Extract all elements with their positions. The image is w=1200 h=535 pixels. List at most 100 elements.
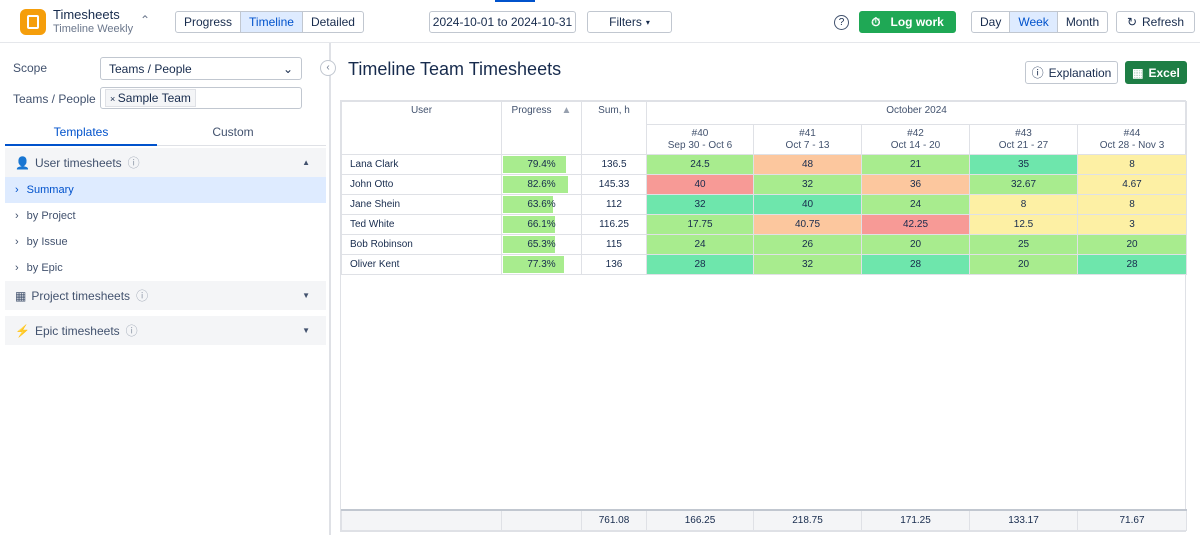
explanation-button[interactable]: ⓘ Explanation	[1025, 61, 1118, 84]
week-hours: 32.67	[969, 174, 1078, 195]
progress-cell: 66.1%	[501, 214, 582, 235]
week-hours: 28	[861, 254, 970, 275]
template-group[interactable]: ▦ Project timesheets ⓘ ▼	[5, 281, 326, 310]
totals-table: 761.08 166.25 218.75 171.25 133.17 71.67	[341, 509, 1187, 531]
user-name: Bob Robinson	[341, 234, 502, 255]
group-icon: 👤	[15, 155, 30, 170]
tab[interactable]: Custom	[212, 125, 254, 139]
period-option[interactable]: Week	[1010, 12, 1058, 32]
sort-icon: ▲	[561, 105, 572, 116]
user-row: John Otto 82.6% 145.33 40 32 36 32.67 4.67	[341, 174, 1188, 195]
item-label: by Epic	[26, 262, 63, 274]
help-icon: ⓘ	[127, 156, 140, 170]
view-option[interactable]: Progress	[176, 12, 242, 32]
week-hours: 32	[753, 174, 862, 195]
week-hours: 36	[861, 174, 970, 195]
week-hours: 24	[861, 194, 970, 215]
week-total: 71.67	[1077, 509, 1187, 531]
item-caret: ›	[15, 262, 19, 274]
view-option[interactable]: Detailed	[310, 15, 355, 29]
item-label: Summary	[26, 184, 74, 196]
month-header: October 2024	[645, 101, 1188, 125]
help-icon[interactable]: ?	[834, 15, 849, 30]
week-hours: 21	[861, 154, 970, 175]
week-hours: 24	[646, 234, 754, 255]
week-hours: 20	[1076, 234, 1188, 255]
excel-button[interactable]: ▦ Excel	[1125, 61, 1187, 84]
user-row: Lana Clark 79.4% 136.5 24.5 48 21 35 8	[341, 154, 1188, 175]
progress-header-label: Progress	[511, 105, 552, 116]
week-number: #41	[799, 128, 816, 139]
collapse-button[interactable]: ‹	[320, 60, 336, 76]
log-work-button[interactable]: ⏱ Log work	[859, 11, 956, 33]
view-option[interactable]: Timeline	[241, 12, 303, 32]
week-header: #44 Oct 28 - Nov 3	[1076, 124, 1188, 155]
group-icon: ▦	[15, 288, 27, 303]
group-title: Epic timesheets	[34, 323, 120, 338]
sum-header: Sum, h	[581, 101, 647, 155]
progress-cell: 82.6%	[501, 174, 582, 195]
week-range: Oct 14 - 20	[890, 140, 941, 151]
template-groups: 👤 User timesheets ⓘ ▲ › Summary › by Project › by…	[5, 148, 326, 351]
filters-button[interactable]: Filters ▾	[587, 11, 672, 33]
group-title: Project timesheets	[31, 288, 131, 303]
progress-bar	[503, 196, 554, 213]
sum-cell: 136.5	[581, 154, 647, 175]
template-item[interactable]: › by Epic	[5, 255, 326, 281]
progress-label: 77.3%	[527, 259, 556, 270]
week-total: 218.75	[753, 509, 862, 531]
scope-select[interactable]: Teams / People ⌄	[100, 57, 302, 80]
template-group[interactable]: ⚡ Epic timesheets ⓘ ▼	[5, 316, 326, 345]
sum-cell: 136	[581, 254, 647, 275]
template-item[interactable]: › by Issue	[5, 229, 326, 255]
tabs-border	[5, 145, 326, 146]
explanation-label: Explanation	[1048, 65, 1112, 80]
week-hours: 12.5	[969, 214, 1078, 235]
date-range[interactable]: 2024-10-01 to 2024-10-31	[429, 11, 576, 33]
week-range: Sep 30 - Oct 6	[667, 140, 733, 151]
progress-header[interactable]: Progress ▲	[501, 101, 582, 155]
template-item[interactable]: › Summary	[5, 177, 326, 203]
user-name: Oliver Kent	[341, 254, 502, 275]
item-caret: ›	[15, 236, 19, 248]
template-group[interactable]: 👤 User timesheets ⓘ ▲	[5, 148, 326, 177]
scope-value: Teams / People	[109, 61, 192, 76]
week-hours: 48	[753, 154, 862, 175]
period-option[interactable]: Day	[972, 12, 1011, 32]
tab[interactable]: Templates	[5, 125, 157, 146]
week-hours: 8	[969, 194, 1078, 215]
template-item[interactable]: › by Project	[5, 203, 326, 229]
sum-cell: 112	[581, 194, 647, 215]
user-row: Jane Shein 63.6% 112 32 40 24 8 8	[341, 194, 1188, 215]
top-bar	[0, 0, 1200, 43]
expand-caret: ▼	[302, 291, 310, 300]
week-number: #42	[907, 128, 924, 139]
help-icon: ⓘ	[125, 324, 138, 338]
user-name: Jane Shein	[341, 194, 502, 215]
teams-input[interactable]: × Sample Team	[100, 87, 302, 109]
week-range: Oct 7 - 13	[785, 140, 830, 151]
app-switch[interactable]: ⌃	[140, 13, 151, 27]
scope-label: Scope	[13, 61, 48, 75]
week-header: #40 Sep 30 - Oct 6	[646, 124, 754, 155]
week-hours: 24.5	[646, 154, 754, 175]
week-hours: 42.25	[861, 214, 970, 235]
week-range: Oct 28 - Nov 3	[1099, 140, 1165, 151]
week-hours: 8	[1076, 154, 1188, 175]
user-name: Lana Clark	[341, 154, 502, 175]
log-work-label: Log work	[890, 15, 944, 29]
week-header: #41 Oct 7 - 13	[753, 124, 862, 155]
empty-cell	[501, 509, 582, 531]
total-sum: 761.08	[581, 509, 647, 531]
week-total: 133.17	[969, 509, 1078, 531]
week-number: #43	[1015, 128, 1032, 139]
week-header: #42 Oct 14 - 20	[861, 124, 970, 155]
refresh-button[interactable]: ↻ Refresh	[1116, 11, 1195, 33]
week-hours: 40.75	[753, 214, 862, 235]
progress-label: 79.4%	[527, 159, 556, 170]
teams-label: Teams / People	[13, 92, 96, 106]
header-row: #40 Sep 30 - Oct 6 #41 Oct 7 - 13 #42 Oct 14 …	[342, 124, 1188, 155]
period-option[interactable]: Month	[1065, 15, 1100, 29]
group-title: User timesheets	[34, 155, 122, 170]
